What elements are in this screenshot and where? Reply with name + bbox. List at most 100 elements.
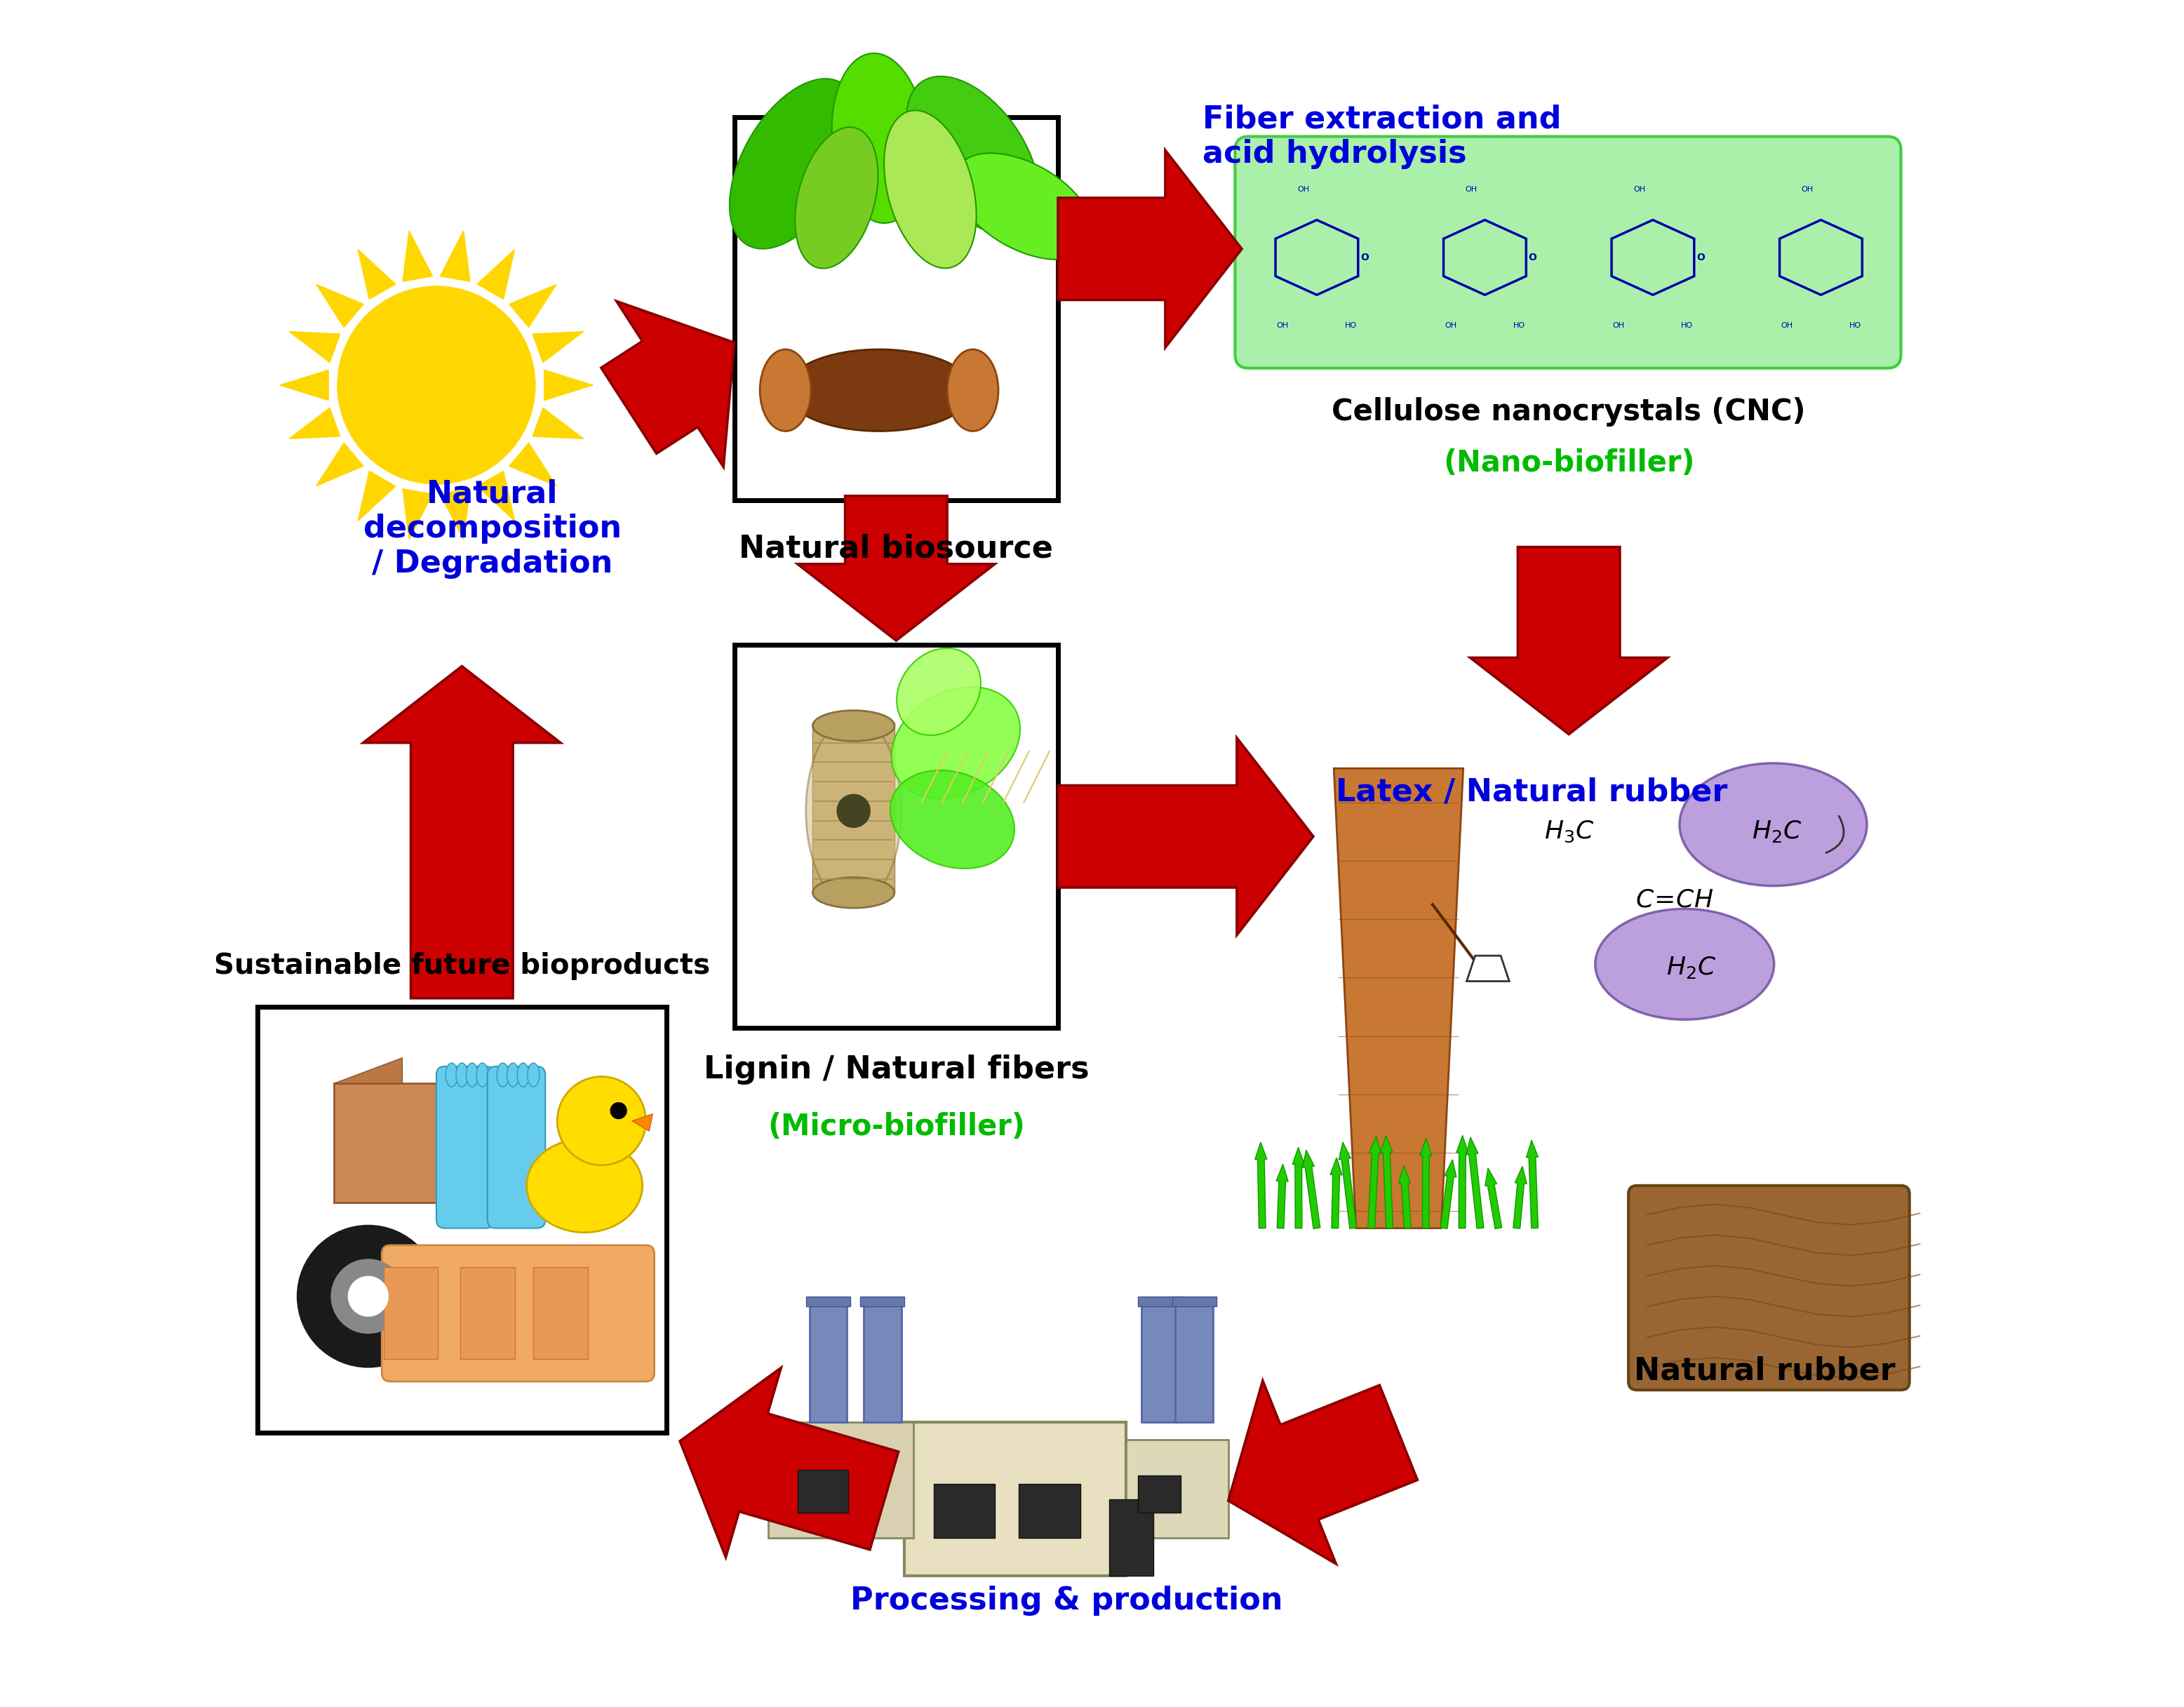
Ellipse shape	[795, 128, 878, 268]
Circle shape	[339, 287, 535, 483]
Bar	[904, 1422, 1127, 1576]
Bar	[1138, 1475, 1182, 1512]
Ellipse shape	[507, 1063, 520, 1087]
Polygon shape	[601, 300, 734, 468]
Ellipse shape	[729, 79, 858, 249]
Ellipse shape	[812, 710, 895, 741]
FancyArrow shape	[1345, 1149, 1356, 1229]
Ellipse shape	[760, 350, 810, 432]
FancyArrow shape	[1485, 1140, 1503, 1229]
Polygon shape	[544, 370, 594, 401]
FancyArrow shape	[1404, 1140, 1415, 1229]
FancyBboxPatch shape	[437, 1067, 494, 1227]
Polygon shape	[441, 230, 470, 282]
Text: O: O	[1529, 253, 1538, 263]
Bar	[1109, 1499, 1153, 1576]
Polygon shape	[679, 1367, 898, 1557]
Text: OH: OH	[1634, 186, 1645, 193]
Circle shape	[347, 1275, 389, 1316]
FancyArrow shape	[1531, 1164, 1546, 1229]
Text: OH: OH	[1278, 323, 1289, 329]
Polygon shape	[1227, 1381, 1417, 1564]
Circle shape	[297, 1226, 439, 1367]
FancyArrow shape	[1365, 1156, 1378, 1229]
Text: Natural
decomposition
/ Degradation: Natural decomposition / Degradation	[363, 480, 622, 579]
Text: $H_3C$: $H_3C$	[1544, 819, 1594, 843]
Ellipse shape	[806, 717, 902, 905]
Ellipse shape	[786, 350, 972, 432]
Ellipse shape	[812, 877, 895, 908]
Polygon shape	[358, 249, 395, 299]
Polygon shape	[441, 488, 470, 539]
Bar	[1173, 1296, 1216, 1306]
Ellipse shape	[906, 77, 1040, 234]
Ellipse shape	[529, 1063, 539, 1087]
Polygon shape	[317, 285, 363, 328]
Bar	[1138, 1296, 1182, 1306]
Ellipse shape	[446, 1063, 459, 1087]
Ellipse shape	[496, 1063, 509, 1087]
Polygon shape	[1470, 546, 1669, 734]
Polygon shape	[363, 666, 561, 999]
Ellipse shape	[891, 686, 1020, 799]
Bar	[806, 1296, 850, 1306]
Ellipse shape	[465, 1063, 478, 1087]
Ellipse shape	[948, 350, 998, 432]
Circle shape	[609, 1103, 627, 1120]
Ellipse shape	[954, 154, 1094, 259]
Text: Latex / Natural rubber: Latex / Natural rubber	[1334, 777, 1728, 807]
Text: O: O	[1361, 253, 1369, 263]
Polygon shape	[288, 408, 341, 439]
Text: Cellulose nanocrystals (CNC): Cellulose nanocrystals (CNC)	[1332, 398, 1806, 427]
Bar	[1127, 1439, 1227, 1538]
FancyArrow shape	[1258, 1166, 1271, 1229]
Polygon shape	[1334, 768, 1463, 1227]
Text: Natural biosource: Natural biosource	[738, 533, 1053, 563]
Text: HO: HO	[1682, 323, 1693, 329]
Bar	[810, 1299, 847, 1422]
FancyBboxPatch shape	[487, 1067, 546, 1227]
Bar	[461, 1267, 515, 1359]
Text: $H_2C$: $H_2C$	[1752, 819, 1802, 843]
Polygon shape	[358, 471, 395, 521]
Bar	[865, 1299, 902, 1422]
Bar	[734, 645, 1057, 1028]
Text: Sustainable future bioproducts: Sustainable future bioproducts	[214, 953, 710, 980]
FancyBboxPatch shape	[334, 1084, 470, 1203]
Polygon shape	[317, 442, 363, 486]
Ellipse shape	[1594, 908, 1773, 1019]
Circle shape	[557, 1077, 646, 1166]
Polygon shape	[533, 331, 583, 362]
Text: OH: OH	[1465, 186, 1476, 193]
Polygon shape	[797, 495, 996, 640]
Text: Fiber extraction and
acid hydrolysis: Fiber extraction and acid hydrolysis	[1203, 104, 1562, 169]
Bar	[1175, 1299, 1212, 1422]
Bar	[734, 116, 1057, 500]
Text: HO: HO	[1514, 323, 1524, 329]
Polygon shape	[1468, 956, 1509, 982]
Text: HO: HO	[1850, 323, 1861, 329]
Bar	[933, 1483, 996, 1538]
Ellipse shape	[476, 1063, 489, 1087]
Ellipse shape	[832, 53, 926, 224]
Polygon shape	[476, 249, 515, 299]
Bar	[769, 1422, 913, 1538]
Text: $H_2C$: $H_2C$	[1666, 954, 1717, 980]
FancyArrow shape	[1387, 1169, 1402, 1229]
Text: (Nano-biofiller): (Nano-biofiller)	[1444, 449, 1695, 478]
Ellipse shape	[526, 1139, 642, 1232]
Bar	[384, 1267, 439, 1359]
Text: OH: OH	[1780, 323, 1793, 329]
Circle shape	[339, 287, 535, 483]
Circle shape	[330, 1258, 406, 1333]
Polygon shape	[280, 370, 328, 401]
Text: HO: HO	[1345, 323, 1356, 329]
Ellipse shape	[885, 111, 976, 268]
Text: Processing & production: Processing & production	[850, 1586, 1282, 1617]
Ellipse shape	[891, 770, 1013, 869]
FancyArrow shape	[1278, 1166, 1289, 1229]
Ellipse shape	[456, 1063, 467, 1087]
FancyArrow shape	[1514, 1157, 1529, 1229]
Polygon shape	[509, 442, 557, 486]
Polygon shape	[631, 1115, 653, 1132]
